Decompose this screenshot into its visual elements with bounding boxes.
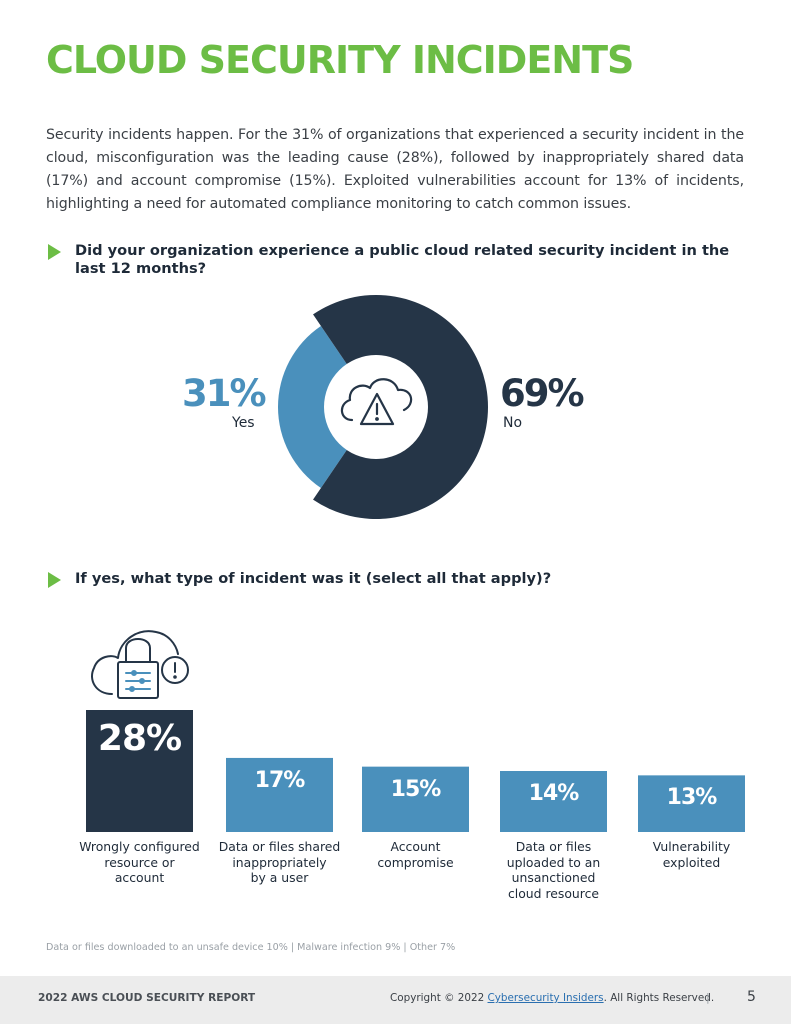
- bar-category-label-line: exploited: [662, 854, 721, 870]
- bar-category-label: Data or files shared inappropriately by a …: [214, 839, 346, 886]
- question-2: If yes, what type of incident was it (se…: [46, 570, 746, 588]
- bar-category-label-line: account: [114, 870, 165, 885]
- bar-1: [86, 710, 193, 832]
- bar-value-label: 14%: [528, 781, 580, 806]
- donut-chart: [278, 295, 488, 519]
- bar-category-label-line: inappropriately: [232, 854, 327, 870]
- bar-5: [638, 775, 745, 832]
- bar-chart: [86, 630, 745, 832]
- footnote: Data or files downloaded to an unsafe de…: [46, 942, 456, 953]
- arrow-bullet-icon: [48, 244, 61, 260]
- bar-category-label: Account compromise: [350, 839, 482, 870]
- donut-value-no: 69%: [500, 372, 585, 415]
- page-title: CLOUD SECURITY INCIDENTS: [46, 38, 634, 82]
- arrow-bullet-icon: [48, 572, 61, 588]
- bar-category-label: Wrongly configured resource or account: [74, 839, 206, 886]
- question-1: Did your organization experience a publi…: [46, 242, 746, 278]
- bar-category-label-line: uploaded to an: [506, 854, 601, 870]
- copyright-prefix: Copyright © 2022: [390, 992, 488, 1004]
- footer: 2022 AWS CLOUD SECURITY REPORT Copyright…: [0, 976, 791, 1024]
- bar-value-label: 15%: [390, 776, 442, 802]
- bar-3: [362, 766, 469, 832]
- footer-report-title: 2022 AWS CLOUD SECURITY REPORT: [38, 992, 256, 1004]
- donut-label-no: No: [503, 415, 523, 431]
- bar-category-label-line: Wrongly configured: [79, 839, 200, 854]
- bar-category-label-line: by a user: [250, 870, 309, 885]
- footer-copyright: Copyright © 2022 Cybersecurity Insiders.…: [390, 992, 714, 1004]
- cybersecurity-insiders-link[interactable]: Cybersecurity Insiders: [487, 992, 604, 1004]
- bar-category-label-line: Data or files: [515, 839, 592, 854]
- bar-category-label-line: Account: [390, 839, 441, 854]
- bar-category-label-line: Data or files shared: [218, 839, 341, 854]
- bar-value-label: 17%: [254, 767, 306, 793]
- cloud-warning-icon: [340, 378, 413, 426]
- bar-group: [86, 710, 745, 832]
- bar-category-label: Vulnerability exploited: [626, 839, 758, 870]
- bar-value-label: 28%: [97, 718, 182, 759]
- bar-value-label: 13%: [666, 785, 718, 811]
- bar-category-label-line: resource or: [104, 854, 175, 870]
- bar-2: [226, 757, 333, 832]
- cloud-lock-alert-icon: [91, 630, 189, 699]
- copyright-suffix: . All Rights Reserved.: [603, 992, 715, 1004]
- bar-category-label-line: cloud resource: [507, 885, 600, 901]
- page-number: 5: [747, 989, 756, 1005]
- intro-paragraph: Security incidents happen. For the 31% o…: [46, 127, 744, 212]
- bar-category-label-line: Vulnerability: [652, 839, 731, 854]
- footer-separator: |: [706, 991, 710, 1004]
- bar-category-label-line: unsanctioned: [511, 870, 596, 885]
- bar-4: [500, 771, 607, 832]
- donut-label-yes: Yes: [232, 415, 255, 431]
- donut-value-yes: 31%: [182, 372, 267, 415]
- question-2-text: If yes, what type of incident was it (se…: [75, 570, 552, 587]
- bar-category-label: Data or files uploaded to an unsanctioned c…: [488, 839, 620, 901]
- bar-category-label-line: compromise: [377, 854, 454, 870]
- question-1-text: Did your organization experience a publi…: [75, 242, 730, 277]
